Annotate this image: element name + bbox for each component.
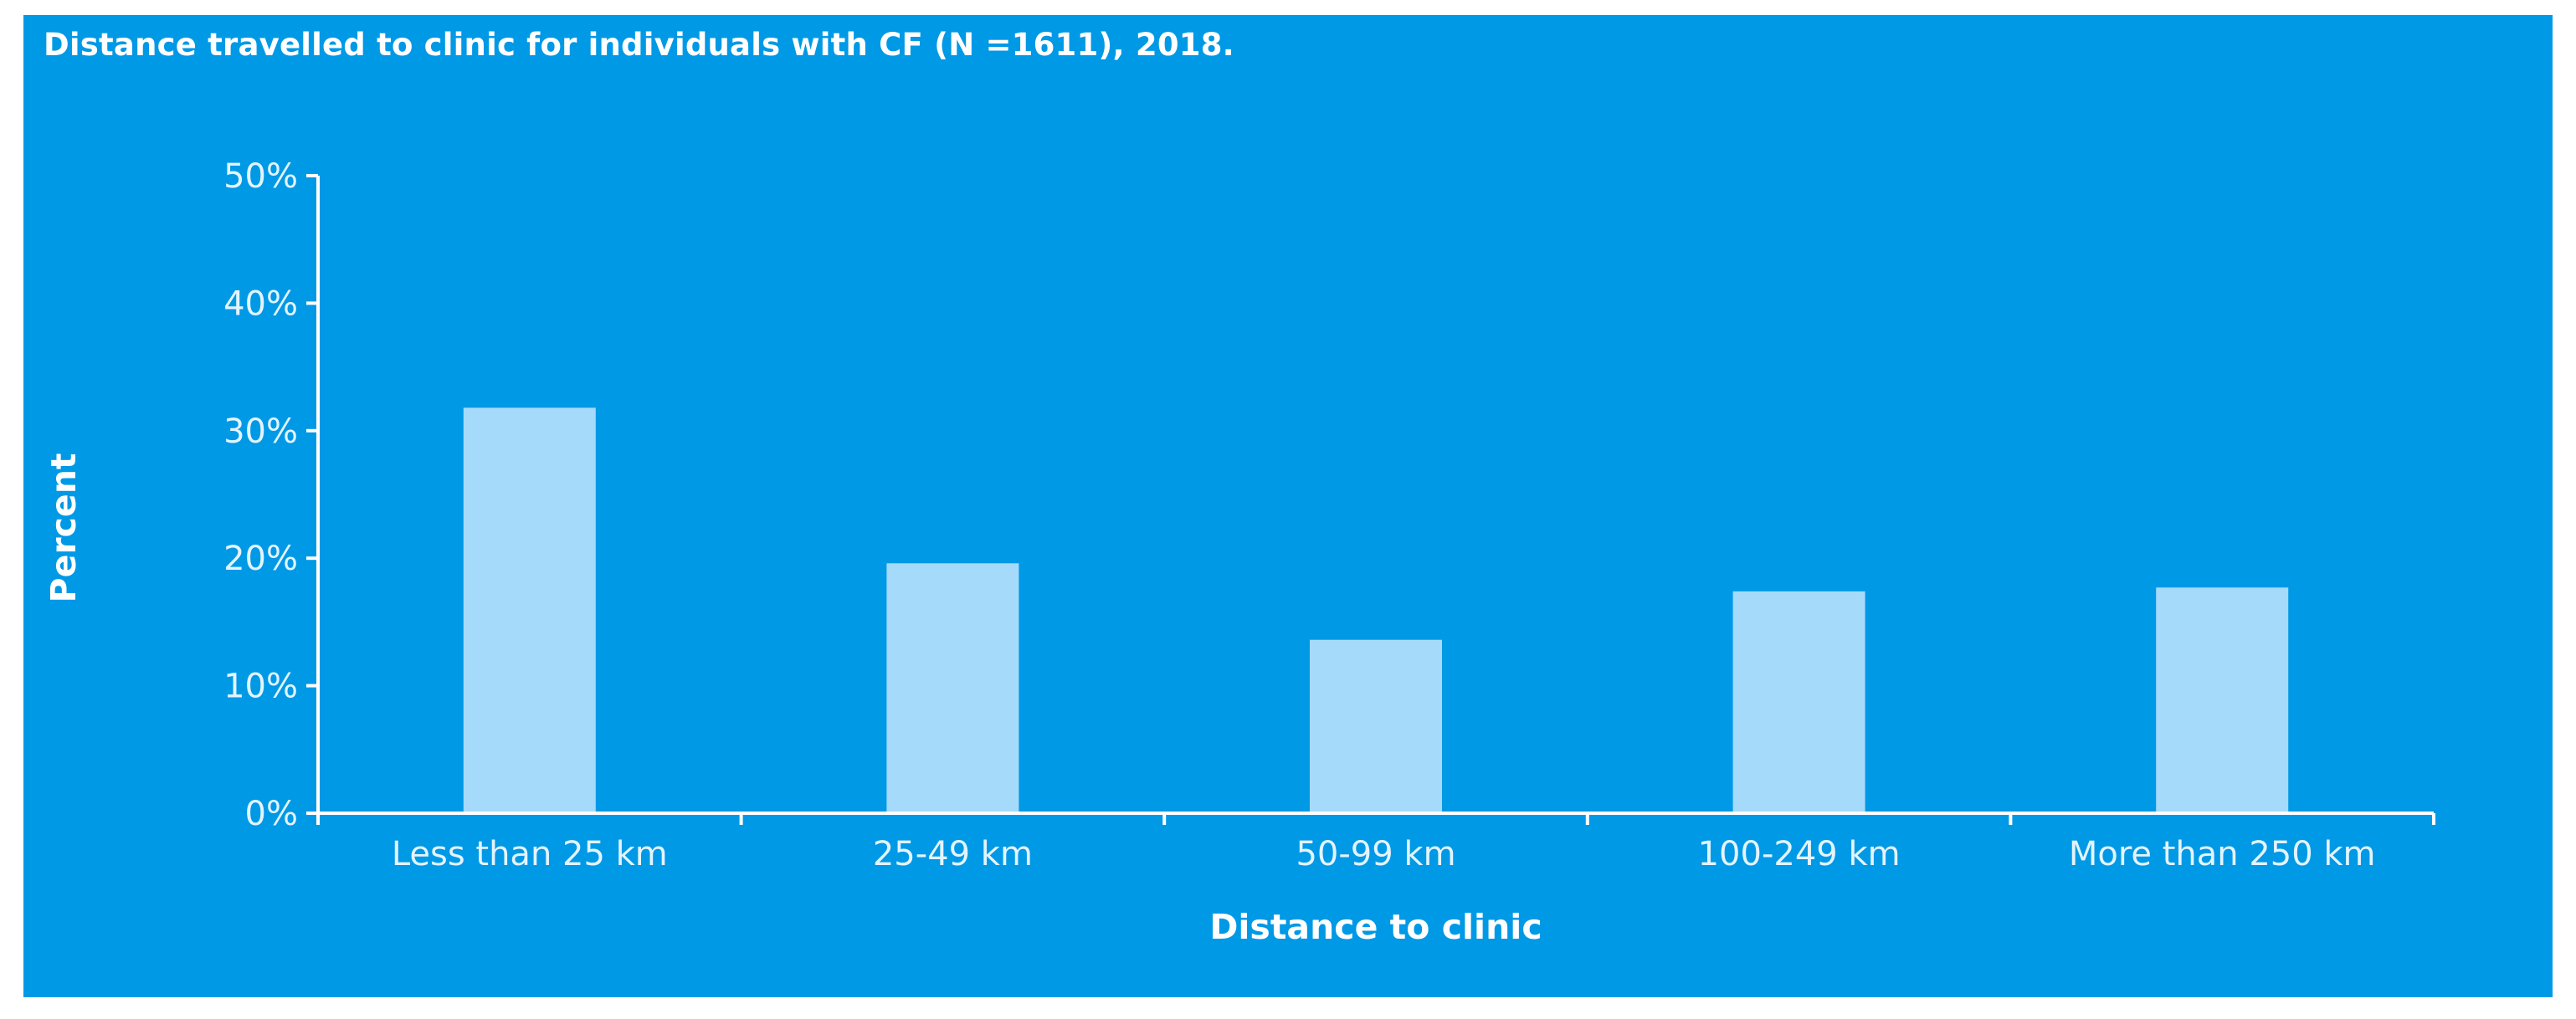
x-tick-label: More than 250 km — [2069, 835, 2376, 873]
y-tick-label: 30% — [223, 412, 298, 451]
bars-group — [463, 407, 2289, 813]
x-tick-label: 100-249 km — [1698, 835, 1901, 873]
bar-2 — [886, 563, 1019, 813]
x-axis-title: Distance to clinic — [1209, 907, 1542, 947]
bar-5 — [2156, 587, 2289, 813]
bar-3 — [1310, 639, 1442, 813]
y-tick-label: 50% — [223, 157, 298, 196]
y-tick-label: 10% — [223, 668, 298, 706]
chart-panel: Distance travelled to clinic for individ… — [23, 15, 2553, 997]
y-tick-label: 20% — [223, 540, 298, 578]
bar-4 — [1732, 591, 1865, 813]
x-tick-label: 50-99 km — [1296, 835, 1455, 873]
axes-group — [306, 174, 2435, 825]
labels-group: 0% 10% 20% 30% 40% 50% Less than 25 km 25-49 km… — [223, 157, 2375, 873]
bar-1 — [463, 407, 596, 813]
x-tick-label: 25-49 km — [873, 835, 1033, 873]
y-axis-title: Percent — [44, 453, 84, 603]
chart-title: Distance travelled to clinic for individ… — [44, 27, 1234, 63]
x-tick-label: Less than 25 km — [392, 835, 668, 873]
y-tick-label: 40% — [223, 284, 298, 323]
bar-chart: 0% 10% 20% 30% 40% 50% Less than 25 km 25-49 km… — [44, 157, 2435, 947]
y-tick-label: 0% — [245, 795, 298, 833]
